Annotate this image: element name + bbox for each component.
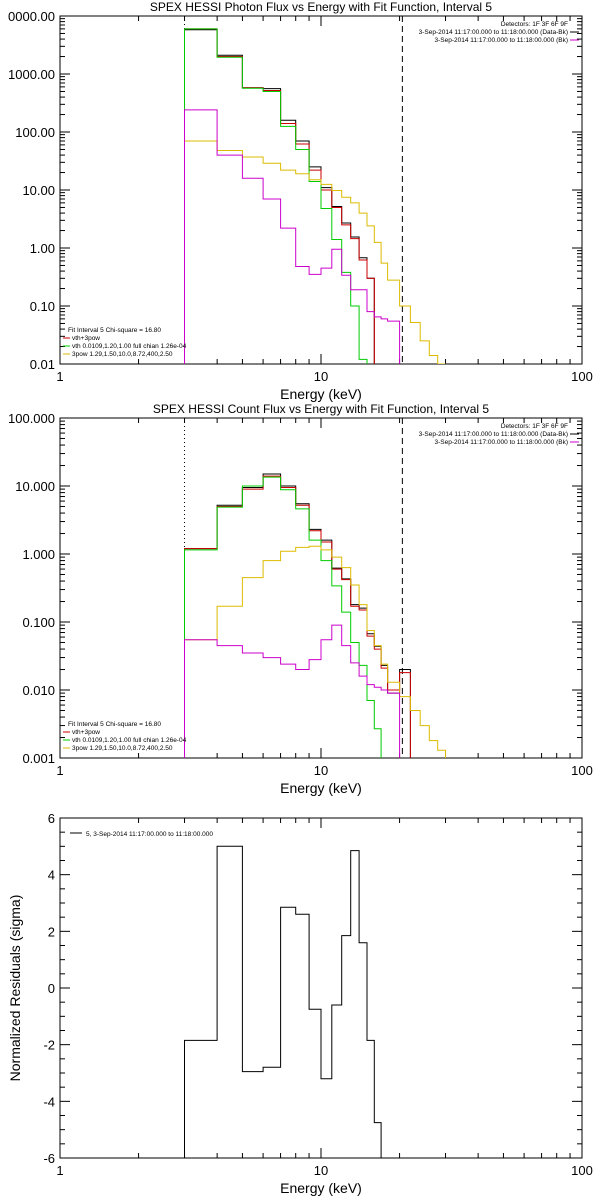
plot-frame xyxy=(59,817,583,1159)
legend-top-entry: Detectors: 1F 3F 6F 9F xyxy=(501,21,568,28)
plot-frame xyxy=(59,417,583,759)
legend-top-entry: 3-Sep-2014 11:17:00.000 to 11:18:00.000 … xyxy=(419,431,568,438)
y-tick-label: -2 xyxy=(43,1038,55,1053)
chart-panel-2: SPEX HESSI Count Flux vs Energy with Fit… xyxy=(8,402,593,796)
series-spex-line xyxy=(184,545,446,758)
y-tick-label: 0.010 xyxy=(22,683,55,698)
series-vth-spex-line xyxy=(184,475,411,758)
legend-top-entry: 3-Sep-2014 11:17:00.000 to 11:18:00.000 … xyxy=(435,37,568,44)
legend-entry: 5, 3-Sep-2014 11:17:00.000 to 11:18:00.0… xyxy=(86,831,213,838)
y-tick-label: -6 xyxy=(43,1151,55,1166)
series-vth-spex-line xyxy=(184,28,375,364)
y-tick-label: 10.00 xyxy=(22,183,55,198)
x-axis-label: Energy (keV) xyxy=(280,1180,362,1196)
legend-bottom-entry: vth 0.0109,1.20,1.00 full chian 1.26e-04 xyxy=(72,343,187,350)
series-data-line xyxy=(184,473,411,758)
series-vth-line xyxy=(184,28,368,364)
chart-title: SPEX HESSI Photon Flux vs Energy with Fi… xyxy=(150,0,492,14)
y-tick-label: 0.01 xyxy=(30,357,55,372)
series-bk-line xyxy=(184,109,401,364)
x-tick-label: 10 xyxy=(314,763,328,778)
y-axis-label: Normalized Residuals (sigma) xyxy=(7,895,23,1082)
x-tick-label: 1 xyxy=(56,763,63,778)
y-tick-label: 4 xyxy=(48,868,55,883)
x-tick-label: 1 xyxy=(56,1163,63,1178)
chart-panel-3: 1 10 100 Energy (keV) -6 -4 -2 0 2 4 6 Normalized R… xyxy=(7,811,593,1196)
chart-panel-1: SPEX HESSI Photon Flux vs Energy with Fi… xyxy=(8,0,593,402)
y-tick-label: 0 xyxy=(48,981,55,996)
y-tick-label: 2 xyxy=(48,924,55,939)
y-tick-label: 0.10 xyxy=(30,299,55,314)
y-tick-label: 0000.00 xyxy=(8,9,55,24)
x-tick-label: 100 xyxy=(571,763,593,778)
y-tick-label: 1.000 xyxy=(22,547,55,562)
y-tick-label: -4 xyxy=(43,1094,55,1109)
y-tick-label: 100.00 xyxy=(15,125,55,140)
series-vth-line xyxy=(184,476,382,758)
y-tick-label: 6 xyxy=(48,811,55,826)
y-tick-label: 1.00 xyxy=(30,241,55,256)
legend-bottom-entry: Fit Interval 5 Chi-square = 16.80 xyxy=(68,327,161,334)
x-tick-label: 10 xyxy=(314,369,328,384)
y-tick-label: 100.000 xyxy=(8,411,55,426)
x-tick-label: 1 xyxy=(56,369,63,384)
y-tick-label: 1000.00 xyxy=(8,67,55,82)
legend-bottom-entry: vth+3pow xyxy=(72,729,100,736)
y-tick-label: 0.001 xyxy=(22,751,55,766)
series-spex-line xyxy=(184,140,446,364)
legend-top-entry: 3-Sep-2014 11:17:00.000 to 11:18:00.000 … xyxy=(419,29,568,36)
legend-bottom-entry: Fit Interval 5 Chi-square = 16.80 xyxy=(68,721,161,728)
y-tick-label: 10.000 xyxy=(15,479,55,494)
legend-bottom-entry: 3pow 1.29,1.50,10.0,8.72,400,2.50 xyxy=(72,745,173,752)
x-axis-label: Energy (keV) xyxy=(280,386,362,402)
legend-bottom-entry: 3pow 1.29,1.50,10.0,8.72,400,2.50 xyxy=(72,351,173,358)
chart-title: SPEX HESSI Count Flux vs Energy with Fit… xyxy=(153,402,489,416)
y-tick-label: 0.100 xyxy=(22,615,55,630)
x-tick-label: 100 xyxy=(571,369,593,384)
legend-bottom-entry: vth+3pow xyxy=(72,335,100,342)
legend-top-entry: 3-Sep-2014 11:17:00.000 to 11:18:00.000 … xyxy=(435,439,568,446)
x-tick-label: 100 xyxy=(571,1163,593,1178)
legend-top-entry: Detectors: 1F 3F 6F 9F xyxy=(501,423,568,430)
x-axis-label: Energy (keV) xyxy=(280,780,362,796)
series-bk-line xyxy=(184,624,401,758)
series-data-line xyxy=(184,845,382,1158)
legend-bottom-entry: vth 0.0109,1.20,1.00 full chian 1.26e-04 xyxy=(72,737,187,744)
x-tick-label: 10 xyxy=(314,1163,328,1178)
